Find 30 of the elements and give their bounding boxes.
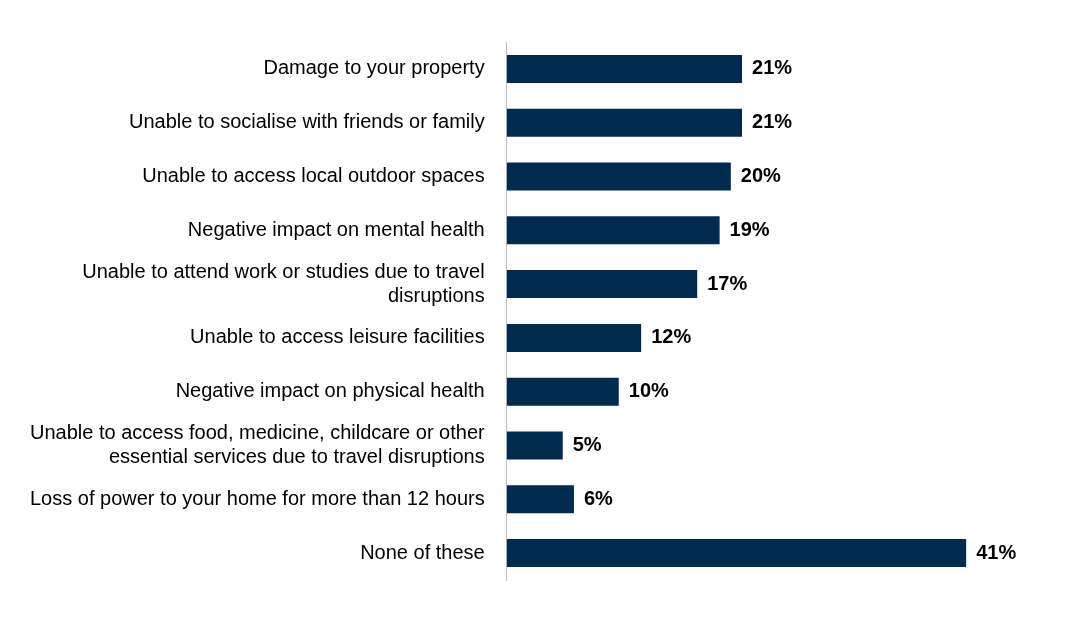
y-tick-label: Damage to your property: [263, 56, 485, 79]
bar: [506, 485, 574, 514]
y-tick-label: Unable to access food, medicine, childcare or other essential services due to travel disruptions: [30, 421, 486, 468]
data-label: 41%: [976, 540, 1017, 563]
data-label: 12%: [651, 325, 692, 348]
bar: [506, 270, 698, 299]
bar: [506, 377, 619, 406]
bar: [506, 108, 743, 137]
data-label: 6%: [583, 486, 614, 509]
y-tick-label: Unable to attend work or studies due to travel disruptions: [82, 259, 485, 306]
data-label: 20%: [740, 164, 782, 187]
data-label: 19%: [729, 217, 770, 240]
y-tick-label: Negative impact on mental health: [187, 217, 485, 240]
y-tick-label: Unable to socialise with friends or family: [128, 110, 485, 133]
bar: [506, 539, 967, 568]
y-tick-label: None of these: [360, 540, 485, 563]
bar: [506, 162, 731, 191]
y-tick-label: Unable to access leisure facilities: [190, 325, 485, 348]
data-label: 5%: [572, 433, 602, 456]
bar: [506, 323, 642, 352]
data-label: 10%: [628, 379, 669, 402]
data-label: 21%: [752, 110, 793, 133]
y-tick-label: Loss of power to your home for more than 12 hours: [30, 486, 485, 509]
y-tick-label: Negative impact on physical health: [175, 379, 485, 402]
data-label: 17%: [707, 271, 748, 294]
data-label: 21%: [752, 56, 793, 79]
bar: [506, 216, 720, 245]
bar: [506, 54, 743, 83]
y-tick-label: Unable to access local outdoor spaces: [142, 164, 485, 187]
bar: [506, 431, 563, 460]
